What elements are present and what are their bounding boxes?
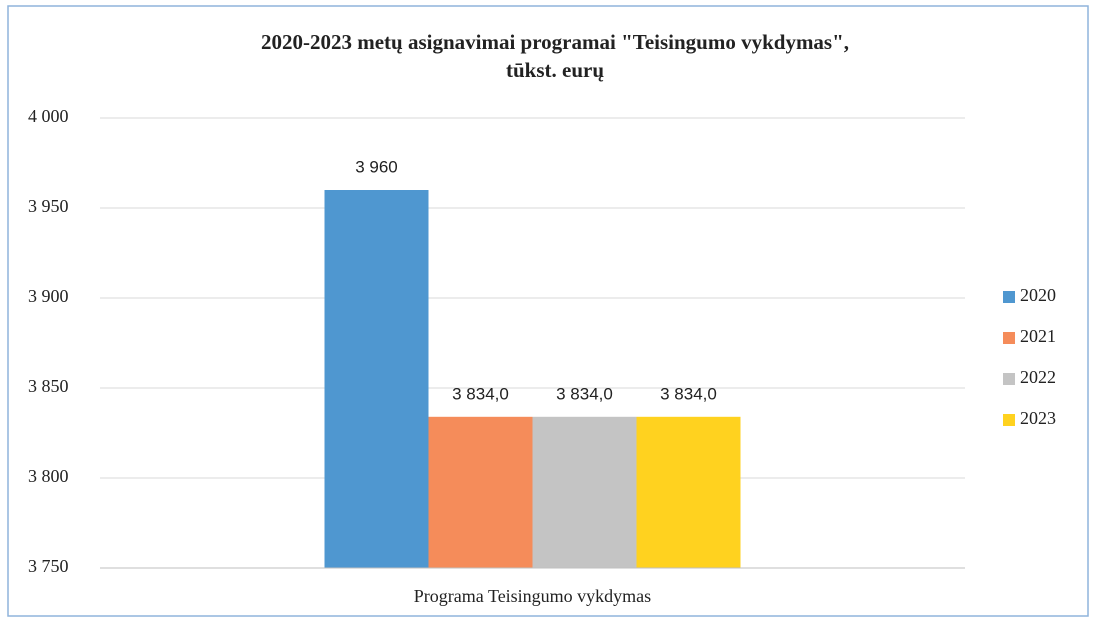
- legend-label: 2023: [1020, 408, 1056, 428]
- legend-swatch: [1003, 291, 1015, 303]
- y-tick-label: 3 750: [28, 556, 69, 576]
- legend-label: 2021: [1020, 326, 1056, 346]
- value-label: 3 834,0: [556, 384, 613, 403]
- value-label: 3 834,0: [452, 384, 509, 403]
- chart-title: tūkst. eurų: [506, 58, 604, 82]
- legend-swatch: [1003, 414, 1015, 426]
- legend-label: 2020: [1020, 285, 1056, 305]
- legend-label: 2022: [1020, 367, 1056, 387]
- value-label: 3 834,0: [660, 384, 717, 403]
- y-tick-label: 3 900: [28, 286, 69, 306]
- chart-title: 2020-2023 metų asignavimai programai "Te…: [261, 30, 849, 54]
- bar: [636, 416, 741, 568]
- legend-swatch: [1003, 373, 1015, 385]
- y-tick-label: 3 850: [28, 376, 69, 396]
- value-label: 3 960: [355, 157, 398, 176]
- y-tick-label: 4 000: [28, 106, 69, 126]
- legend-swatch: [1003, 332, 1015, 344]
- bar: [428, 416, 533, 568]
- bar: [324, 190, 429, 568]
- x-tick-label: Programa Teisingumo vykdymas: [414, 586, 651, 606]
- y-tick-label: 3 800: [28, 466, 69, 486]
- y-tick-label: 3 950: [28, 196, 69, 216]
- bar: [532, 416, 637, 568]
